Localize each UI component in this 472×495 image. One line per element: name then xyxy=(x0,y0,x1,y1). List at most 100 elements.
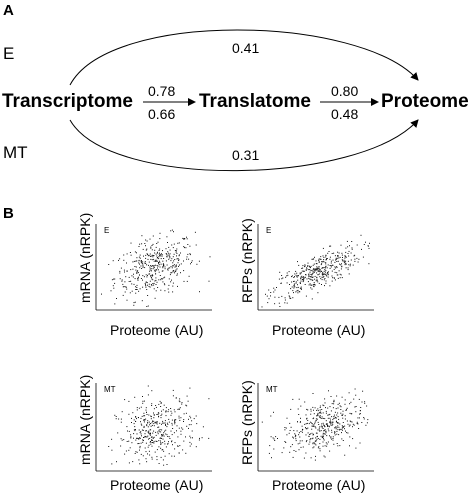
scatter-point xyxy=(148,444,150,446)
scatter-point xyxy=(313,268,315,270)
scatter-point xyxy=(348,255,350,257)
scatter-point xyxy=(317,281,319,283)
scatter-point xyxy=(326,424,328,426)
scatter-point xyxy=(189,445,191,447)
scatter-point xyxy=(153,420,155,422)
scatter-point xyxy=(112,285,114,287)
scatter-point xyxy=(136,418,137,420)
scatter-point xyxy=(140,265,142,267)
scatter-point xyxy=(183,246,185,248)
scatter-point xyxy=(317,421,319,423)
scatter-point xyxy=(126,270,128,272)
scatter-point xyxy=(151,403,153,405)
scatter-point xyxy=(335,426,337,428)
scatter-point xyxy=(162,281,164,283)
scatter-point xyxy=(325,263,327,265)
scatter-point xyxy=(331,424,333,426)
scatter-point xyxy=(143,425,145,427)
scatter-point xyxy=(349,436,351,438)
scatter-point xyxy=(144,435,146,437)
scatter-point xyxy=(319,415,321,417)
scatter-point xyxy=(343,259,345,261)
scatter-point xyxy=(167,443,169,445)
scatter-point xyxy=(309,421,311,423)
scatter-point xyxy=(312,269,314,271)
scatter-point xyxy=(293,292,294,294)
scatter-point xyxy=(322,428,324,429)
scatter-point xyxy=(174,442,176,444)
scatter-point xyxy=(149,268,151,270)
scatter-point xyxy=(183,419,185,421)
scatter-point xyxy=(308,423,310,425)
scatter-point xyxy=(172,256,174,258)
scatter-point xyxy=(344,257,346,259)
scatter-point xyxy=(171,441,172,443)
scatter-point xyxy=(128,430,130,432)
scatter-point xyxy=(325,254,327,256)
scatter-point xyxy=(151,285,153,287)
scatter-point xyxy=(316,266,318,268)
scatter-point xyxy=(185,247,187,249)
scatter-point xyxy=(363,244,365,245)
scatter-point xyxy=(185,452,187,454)
scatter-point xyxy=(153,412,154,414)
scatter-point xyxy=(159,252,160,254)
scatter-point xyxy=(292,456,294,458)
scatter-point xyxy=(190,443,192,445)
scatter-point xyxy=(360,407,362,408)
scatter-point xyxy=(119,258,121,260)
scatter-point xyxy=(334,266,336,268)
scatter-point xyxy=(163,265,164,267)
scatter-point xyxy=(313,258,315,260)
scatter-point xyxy=(148,433,150,434)
scatter-point xyxy=(145,409,147,411)
scatter-point xyxy=(162,267,164,269)
scatter-point xyxy=(295,434,296,436)
scatter-point xyxy=(139,438,141,439)
scatter-point xyxy=(146,424,148,426)
scatter-point xyxy=(152,442,154,444)
scatter-point xyxy=(319,268,321,270)
scatter-point xyxy=(302,428,303,430)
scatter-point xyxy=(172,271,174,273)
scatter-point xyxy=(113,287,115,289)
scatter-point xyxy=(319,269,321,271)
scatter-point xyxy=(187,253,189,255)
scatter-point xyxy=(307,419,309,421)
scatter-point xyxy=(330,245,332,247)
scatter-point xyxy=(324,445,326,447)
scatter-point xyxy=(320,412,322,414)
scatter-point xyxy=(135,286,137,288)
scatter-point xyxy=(313,424,315,426)
scatter-point xyxy=(369,242,370,244)
scatter-point xyxy=(293,280,295,282)
scatter-point xyxy=(307,262,309,264)
scatter-point xyxy=(323,273,325,275)
scatter-point xyxy=(162,459,164,461)
scatter-point xyxy=(338,434,340,436)
scatter-point xyxy=(164,443,166,445)
scatter-point xyxy=(194,231,196,233)
scatter-point xyxy=(153,414,155,416)
scatter-point xyxy=(143,419,145,421)
scatter-point xyxy=(311,432,313,434)
scatter-point xyxy=(309,439,311,441)
scatter-point xyxy=(315,419,317,421)
scatter-point xyxy=(324,433,326,435)
scatter-point xyxy=(339,273,341,275)
scatter-point xyxy=(168,291,170,293)
scatter-point xyxy=(319,443,321,445)
scatter-point xyxy=(304,284,306,285)
scatter-point xyxy=(147,453,148,455)
scatter-point xyxy=(281,452,283,454)
scatter-point xyxy=(131,422,132,423)
scatter-point xyxy=(208,280,210,282)
scatter-point xyxy=(142,400,144,402)
scatter-point xyxy=(136,409,138,411)
scatter-point xyxy=(301,440,303,442)
scatter-point xyxy=(335,428,337,430)
scatter-point xyxy=(121,279,123,281)
scatter-point xyxy=(138,429,140,431)
scatter-point xyxy=(162,250,163,252)
scatter-point xyxy=(160,415,162,416)
